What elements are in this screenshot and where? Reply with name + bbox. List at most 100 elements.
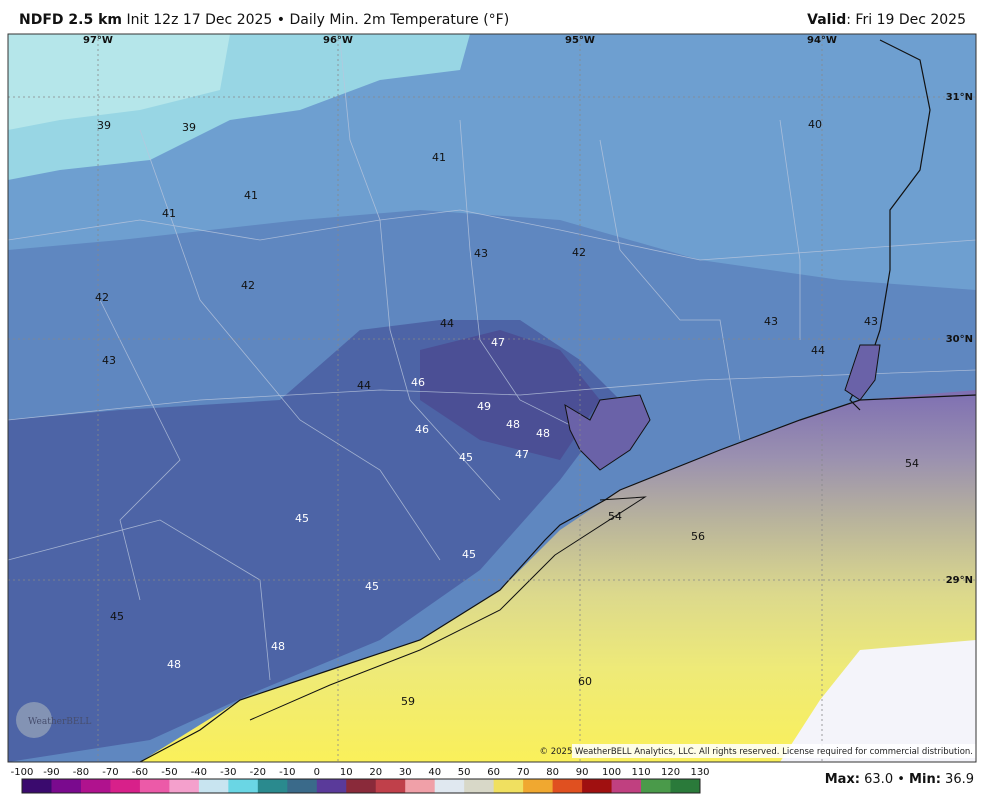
longitude-label: 96°W — [323, 35, 353, 46]
station-value: 44 — [357, 379, 371, 392]
station-value: 41 — [244, 189, 258, 202]
station-value: 45 — [110, 610, 124, 623]
colorbar-segment — [22, 779, 52, 793]
colorbar-tick-label: -70 — [102, 767, 118, 778]
station-value: 56 — [691, 530, 705, 543]
colorbar-tick-label: 40 — [428, 767, 441, 778]
colorbar-tick-label: -50 — [161, 767, 177, 778]
colorbar-tick-label: 60 — [487, 767, 500, 778]
max-label: Max: — [824, 772, 860, 787]
colorbar-segment — [434, 779, 465, 793]
station-value: 43 — [764, 315, 778, 328]
station-value: 59 — [401, 695, 415, 708]
gulf-gradient — [140, 390, 976, 762]
colorbar-segment — [375, 779, 406, 793]
station-value: 39 — [182, 121, 196, 134]
station-value: 41 — [162, 207, 176, 220]
graticule-labels: 97°W 96°W 95°W 94°W 31°N 30°N 29°N — [83, 35, 973, 586]
station-value: 46 — [415, 423, 429, 436]
station-value: 60 — [578, 675, 592, 688]
county-lines — [8, 39, 976, 681]
colorbar-tick-label: 70 — [517, 767, 530, 778]
colorbar-tick-label: 10 — [340, 767, 353, 778]
longitude-label: 94°W — [807, 35, 837, 46]
station-value: 42 — [241, 279, 255, 292]
station-value: 40 — [808, 118, 822, 131]
logo: WeatherBELL — [16, 702, 91, 738]
latitude-label: 30°N — [946, 334, 973, 345]
station-value: 49 — [477, 400, 491, 413]
colorbar-tick-label: 100 — [602, 767, 621, 778]
station-value: 41 — [432, 151, 446, 164]
colorbar-segment — [670, 779, 701, 793]
colorbar-segment — [346, 779, 377, 793]
latitude-label: 31°N — [946, 92, 973, 103]
station-value: 47 — [515, 448, 529, 461]
colorbar-tick-label: 20 — [369, 767, 382, 778]
coolest-zone — [8, 34, 230, 130]
colorbar-tick-label: 80 — [546, 767, 559, 778]
colorbar-tick-label: 130 — [690, 767, 709, 778]
colorbar-segment — [582, 779, 613, 793]
station-value: 54 — [905, 457, 919, 470]
station-value: 45 — [295, 512, 309, 525]
min-value: 36.9 — [945, 772, 974, 787]
model-name: NDFD 2.5 km — [19, 12, 122, 28]
colorbar-segment — [228, 779, 259, 793]
colorbar-segment — [464, 779, 495, 793]
station-value: 47 — [491, 336, 505, 349]
summary: Max: 63.0 • Min: 36.9 — [825, 772, 974, 787]
station-value: 43 — [102, 354, 116, 367]
valid-label: Valid — [807, 12, 847, 28]
station-labels: 39 39 41 40 41 41 43 42 42 42 44 47 43 43 44 43 44 46 49 48… — [95, 118, 919, 708]
station-value: 42 — [572, 246, 586, 259]
colorbar-tick-label: 0 — [314, 767, 320, 778]
colorbar: -100 -90 -80 -70 -60 -50 -40 -30 -20 -10 0 10 20 30 40… — [11, 767, 710, 794]
latitude-label: 29°N — [946, 575, 973, 586]
colorbar-tick-label: -30 — [220, 767, 236, 778]
colorbar-segment — [110, 779, 141, 793]
max-value: 63.0 — [864, 772, 894, 787]
station-value: 44 — [811, 344, 825, 357]
sabine-lake — [844, 344, 881, 401]
station-value: 54 — [608, 510, 622, 523]
station-value: 48 — [536, 427, 550, 440]
colorbar-segment — [257, 779, 288, 793]
colorbar-segment — [198, 779, 229, 793]
logo-text: WeatherBELL — [28, 717, 91, 727]
colorbar-tick-label: 90 — [576, 767, 589, 778]
header-right: Valid: Fri 19 Dec 2025 — [807, 12, 966, 28]
colorbar-segment — [169, 779, 200, 793]
colorbar-tick-label: 50 — [458, 767, 471, 778]
galveston-bay — [564, 394, 651, 471]
graticule — [8, 34, 976, 762]
colorbar-segment — [493, 779, 524, 793]
coastline — [139, 394, 976, 762]
colorbar-segment — [80, 779, 111, 793]
station-value: 45 — [365, 580, 379, 593]
colorbar-tick-label: -40 — [191, 767, 207, 778]
header-left: NDFD 2.5 km Init 12z 17 Dec 2025 • Daily… — [19, 12, 509, 28]
product-description: Init 12z 17 Dec 2025 • Daily Min. 2m Tem… — [126, 12, 510, 28]
station-value: 42 — [95, 291, 109, 304]
colorbar-segment — [287, 779, 318, 793]
copyright: © 2025 WeatherBELL Analytics, LLC. All r… — [540, 747, 973, 757]
station-value: 39 — [97, 119, 111, 132]
station-value: 48 — [167, 658, 181, 671]
station-value: 46 — [411, 376, 425, 389]
separator: • — [897, 772, 905, 787]
station-value: 44 — [440, 317, 454, 330]
no-data-area — [780, 640, 976, 762]
colorbar-segment — [523, 779, 554, 793]
map-frame — [7, 33, 977, 763]
colorbar-segment — [552, 779, 583, 793]
station-value: 48 — [506, 418, 520, 431]
colorbar-segment — [51, 779, 82, 793]
min-label: Min: — [909, 772, 941, 787]
station-value: 43 — [864, 315, 878, 328]
station-value: 45 — [459, 451, 473, 464]
colorbar-tick-label: 30 — [399, 767, 412, 778]
colorbar-segment — [611, 779, 642, 793]
colorbar-tick-label: 110 — [631, 767, 650, 778]
